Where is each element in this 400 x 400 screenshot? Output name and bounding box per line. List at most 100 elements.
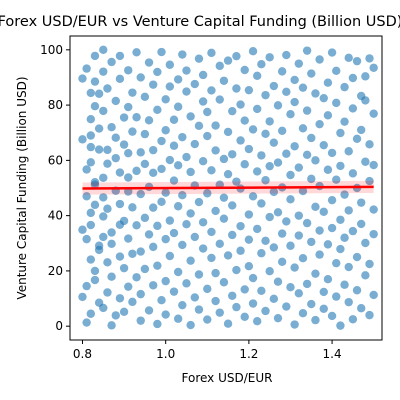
data-point xyxy=(153,221,162,231)
data-point xyxy=(136,148,145,157)
data-point xyxy=(194,305,204,314)
data-point xyxy=(232,265,241,275)
data-point xyxy=(361,271,370,280)
data-point xyxy=(298,83,308,92)
data-point xyxy=(223,169,233,179)
data-point xyxy=(194,121,204,131)
data-point xyxy=(203,315,212,324)
data-point xyxy=(82,192,91,201)
data-point xyxy=(244,235,254,244)
data-point xyxy=(178,190,187,200)
data-point xyxy=(99,45,108,55)
data-point xyxy=(344,206,353,215)
data-point xyxy=(357,198,366,207)
data-point xyxy=(269,81,279,91)
data-point xyxy=(119,263,129,273)
data-point xyxy=(94,89,104,98)
x-tick-label: 1.2 xyxy=(239,347,258,361)
data-point xyxy=(169,228,179,238)
data-point xyxy=(282,149,291,158)
data-point xyxy=(103,288,112,297)
data-point xyxy=(219,154,229,164)
data-point xyxy=(369,205,378,214)
data-point xyxy=(232,177,241,186)
data-point xyxy=(149,168,158,177)
data-point xyxy=(240,65,249,75)
data-point xyxy=(244,262,254,271)
data-point xyxy=(144,58,154,67)
data-point xyxy=(211,296,220,306)
data-point xyxy=(178,132,187,142)
data-point xyxy=(111,153,120,163)
data-point xyxy=(173,314,183,323)
data-point xyxy=(219,193,229,202)
data-point xyxy=(261,129,270,139)
data-point xyxy=(86,255,96,264)
data-point xyxy=(253,71,262,81)
data-point xyxy=(128,127,137,136)
data-point xyxy=(344,53,353,63)
data-point xyxy=(194,197,204,207)
data-point xyxy=(90,51,100,61)
data-point xyxy=(369,63,378,72)
data-point xyxy=(365,259,374,269)
data-point xyxy=(207,253,216,263)
data-point xyxy=(182,87,191,96)
data-point xyxy=(307,299,316,309)
data-point xyxy=(173,267,183,277)
data-point xyxy=(140,264,150,274)
data-point xyxy=(82,318,91,327)
data-point xyxy=(319,287,328,297)
data-point xyxy=(198,97,208,106)
data-point xyxy=(165,251,175,261)
data-point xyxy=(298,186,308,196)
data-point xyxy=(153,319,162,329)
data-point xyxy=(336,321,345,330)
data-point xyxy=(128,249,137,258)
data-point xyxy=(115,74,125,84)
data-point xyxy=(207,48,216,58)
data-point xyxy=(253,224,262,234)
data-point xyxy=(203,189,212,198)
data-point xyxy=(90,275,100,285)
data-point xyxy=(182,66,191,75)
data-point xyxy=(78,292,87,302)
data-point xyxy=(90,200,100,210)
data-point xyxy=(290,320,299,329)
data-point xyxy=(286,241,295,250)
data-point xyxy=(157,136,166,146)
data-point xyxy=(219,214,229,223)
data-point xyxy=(294,163,303,172)
data-point xyxy=(157,296,166,305)
data-point xyxy=(86,309,96,318)
data-point xyxy=(149,242,158,252)
data-point xyxy=(90,102,100,111)
data-point xyxy=(307,133,316,143)
data-point xyxy=(253,317,262,326)
data-point xyxy=(186,320,195,330)
data-point xyxy=(302,218,312,228)
data-point xyxy=(294,289,303,298)
data-point xyxy=(115,168,125,177)
data-point xyxy=(236,136,245,145)
data-point xyxy=(132,166,141,176)
data-point xyxy=(119,307,129,317)
data-point xyxy=(223,56,233,65)
data-point xyxy=(124,148,133,158)
data-point xyxy=(240,160,249,169)
data-point xyxy=(344,262,353,272)
data-point xyxy=(257,286,266,296)
data-point xyxy=(240,116,249,125)
data-point xyxy=(277,126,287,135)
data-point xyxy=(369,109,378,118)
data-point xyxy=(140,159,150,169)
data-point xyxy=(327,48,337,57)
data-point xyxy=(157,164,166,174)
data-point xyxy=(194,270,204,279)
data-point xyxy=(149,281,158,290)
data-point xyxy=(282,302,291,311)
data-point xyxy=(282,87,291,97)
data-point xyxy=(348,169,358,178)
x-tick-label: 1.4 xyxy=(323,347,342,361)
